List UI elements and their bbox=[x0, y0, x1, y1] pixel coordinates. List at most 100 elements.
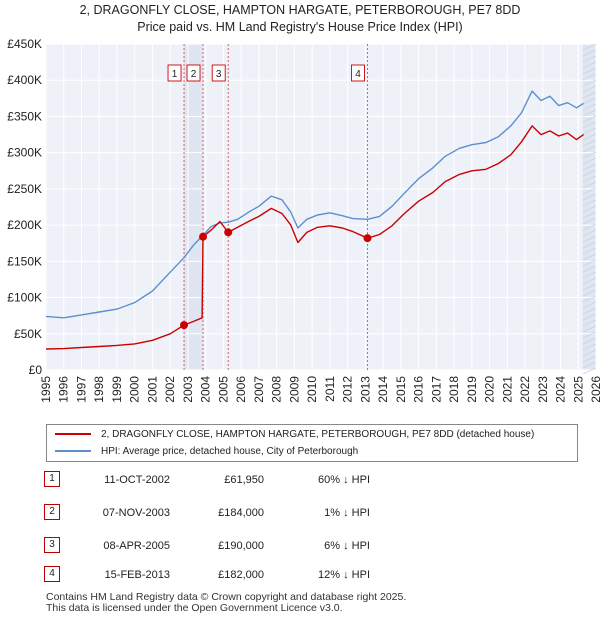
hatch-line bbox=[582, 259, 597, 267]
x-tick-label: 2008 bbox=[270, 376, 284, 403]
hatch-line bbox=[582, 175, 597, 183]
x-tick-label: 2006 bbox=[234, 376, 248, 403]
sale-date: 08-APR-2005 bbox=[103, 540, 170, 552]
legend-property-swatch bbox=[55, 433, 91, 436]
legend-hpi-swatch bbox=[55, 450, 91, 453]
hatch-line bbox=[582, 247, 597, 255]
y-tick-label: £450K bbox=[7, 37, 42, 51]
x-tick-label: 2012 bbox=[341, 376, 355, 403]
hatch-line bbox=[582, 277, 597, 285]
hatch-line bbox=[582, 85, 597, 93]
legend-item-property: 2, DRAGONFLY CLOSE, HAMPTON HARGATE, PET… bbox=[55, 427, 534, 443]
x-tick-label: 1995 bbox=[39, 376, 53, 403]
y-tick-label: £400K bbox=[7, 73, 42, 87]
hatch-line bbox=[582, 325, 597, 333]
x-tick-label: 2014 bbox=[376, 376, 390, 403]
x-tick-label: 2022 bbox=[518, 376, 532, 403]
hatch-line bbox=[582, 265, 597, 273]
hatch-line bbox=[582, 289, 597, 297]
sale-number-badge: 3 bbox=[44, 537, 60, 553]
hatch-line bbox=[582, 193, 597, 201]
y-tick-label: £250K bbox=[7, 182, 42, 196]
sale-date: 15-FEB-2013 bbox=[104, 569, 170, 581]
hatch-line bbox=[582, 343, 597, 351]
hatch-line bbox=[582, 91, 597, 99]
sale-price: £182,000 bbox=[218, 569, 264, 581]
x-tick-label: 2005 bbox=[216, 376, 230, 403]
hatch-line bbox=[582, 199, 597, 207]
sale-point bbox=[363, 234, 372, 243]
hatch-line bbox=[582, 337, 597, 345]
x-tick-label: 2013 bbox=[358, 376, 372, 403]
hpi-series-line bbox=[45, 90, 584, 319]
y-tick-label: £300K bbox=[7, 146, 42, 160]
x-tick-label: 2019 bbox=[465, 376, 479, 403]
sale-price: £61,950 bbox=[224, 474, 264, 486]
legend-property-label: 2, DRAGONFLY CLOSE, HAMPTON HARGATE, PET… bbox=[101, 429, 535, 440]
sale-marker-label: 1 bbox=[172, 69, 178, 80]
sale-marker-badge bbox=[167, 64, 182, 82]
sale-hpi-diff: 1% ↓ HPI bbox=[324, 507, 370, 519]
hatch-line bbox=[582, 295, 597, 303]
hatch-line bbox=[582, 283, 597, 291]
x-tick-label: 2018 bbox=[447, 376, 461, 403]
hatch-line bbox=[582, 115, 597, 123]
sale-hpi-diff: 12% ↓ HPI bbox=[318, 569, 370, 581]
sale-row: 2 07-NOV-2003 £184,000 1% ↓ HPI bbox=[0, 503, 600, 523]
hatch-line bbox=[582, 145, 597, 153]
x-tick-label: 2011 bbox=[323, 376, 337, 402]
sale-price: £190,000 bbox=[218, 540, 264, 552]
hatch-line bbox=[582, 253, 597, 261]
hatch-line bbox=[582, 121, 597, 129]
hatch-line bbox=[582, 367, 597, 375]
x-tick-label: 1998 bbox=[92, 376, 106, 403]
hatch-line bbox=[582, 355, 597, 363]
hatch-line bbox=[582, 139, 597, 147]
footer: Contains HM Land Registry data © Crown c… bbox=[46, 592, 406, 614]
x-tick-label: 2007 bbox=[252, 376, 266, 403]
x-tick-label: 2020 bbox=[483, 376, 497, 403]
hatch-line bbox=[582, 43, 597, 51]
x-tick-label: 2026 bbox=[589, 376, 600, 403]
sale-number-badge: 4 bbox=[44, 566, 60, 582]
sale-row: 1 11-OCT-2002 £61,950 60% ↓ HPI bbox=[0, 470, 600, 490]
hatch-line bbox=[582, 163, 597, 171]
hatch-line bbox=[582, 211, 597, 219]
sale-point bbox=[180, 321, 189, 330]
sale-point bbox=[199, 232, 208, 241]
hatch-line bbox=[582, 271, 597, 279]
shaded-span bbox=[184, 44, 204, 370]
chart-title: 2, DRAGONFLY CLOSE, HAMPTON HARGATE, PET… bbox=[0, 2, 600, 36]
hatch-line bbox=[582, 109, 597, 117]
hatch-line bbox=[582, 331, 597, 339]
sale-point bbox=[224, 228, 233, 237]
hatch-line bbox=[582, 307, 597, 315]
y-tick-label: £0 bbox=[29, 363, 43, 377]
x-tick-label: 1997 bbox=[74, 376, 88, 403]
x-tick-label: 2025 bbox=[571, 376, 585, 403]
hatch-line bbox=[582, 97, 597, 105]
footer-licence: This data is licensed under the Open Gov… bbox=[46, 602, 343, 614]
title-line-1: 2, DRAGONFLY CLOSE, HAMPTON HARGATE, PET… bbox=[79, 3, 521, 17]
hatch-line bbox=[582, 301, 597, 309]
hatch-line bbox=[582, 319, 597, 327]
sale-hpi-diff: 60% ↓ HPI bbox=[318, 474, 370, 486]
footer-copyright: Contains HM Land Registry data © Crown c… bbox=[46, 591, 407, 603]
x-tick-label: 2000 bbox=[128, 376, 142, 403]
hatch-line bbox=[582, 73, 597, 81]
sale-number-badge: 1 bbox=[44, 471, 60, 487]
hatch-line bbox=[582, 61, 597, 69]
hatch-line bbox=[582, 205, 597, 213]
hatch-line bbox=[582, 223, 597, 231]
sale-marker-label: 4 bbox=[355, 69, 361, 80]
x-tick-label: 2002 bbox=[163, 376, 177, 403]
y-tick-label: £50K bbox=[14, 327, 42, 341]
legend-item-hpi: HPI: Average price, detached house, City… bbox=[55, 444, 358, 460]
hatch-line bbox=[582, 103, 597, 111]
x-tick-label: 1999 bbox=[110, 376, 124, 403]
legend: 2, DRAGONFLY CLOSE, HAMPTON HARGATE, PET… bbox=[46, 424, 578, 462]
hatch-line bbox=[582, 187, 597, 195]
x-tick-label: 2023 bbox=[536, 376, 550, 403]
hatch-line bbox=[582, 151, 597, 159]
x-tick-label: 2021 bbox=[500, 376, 514, 403]
